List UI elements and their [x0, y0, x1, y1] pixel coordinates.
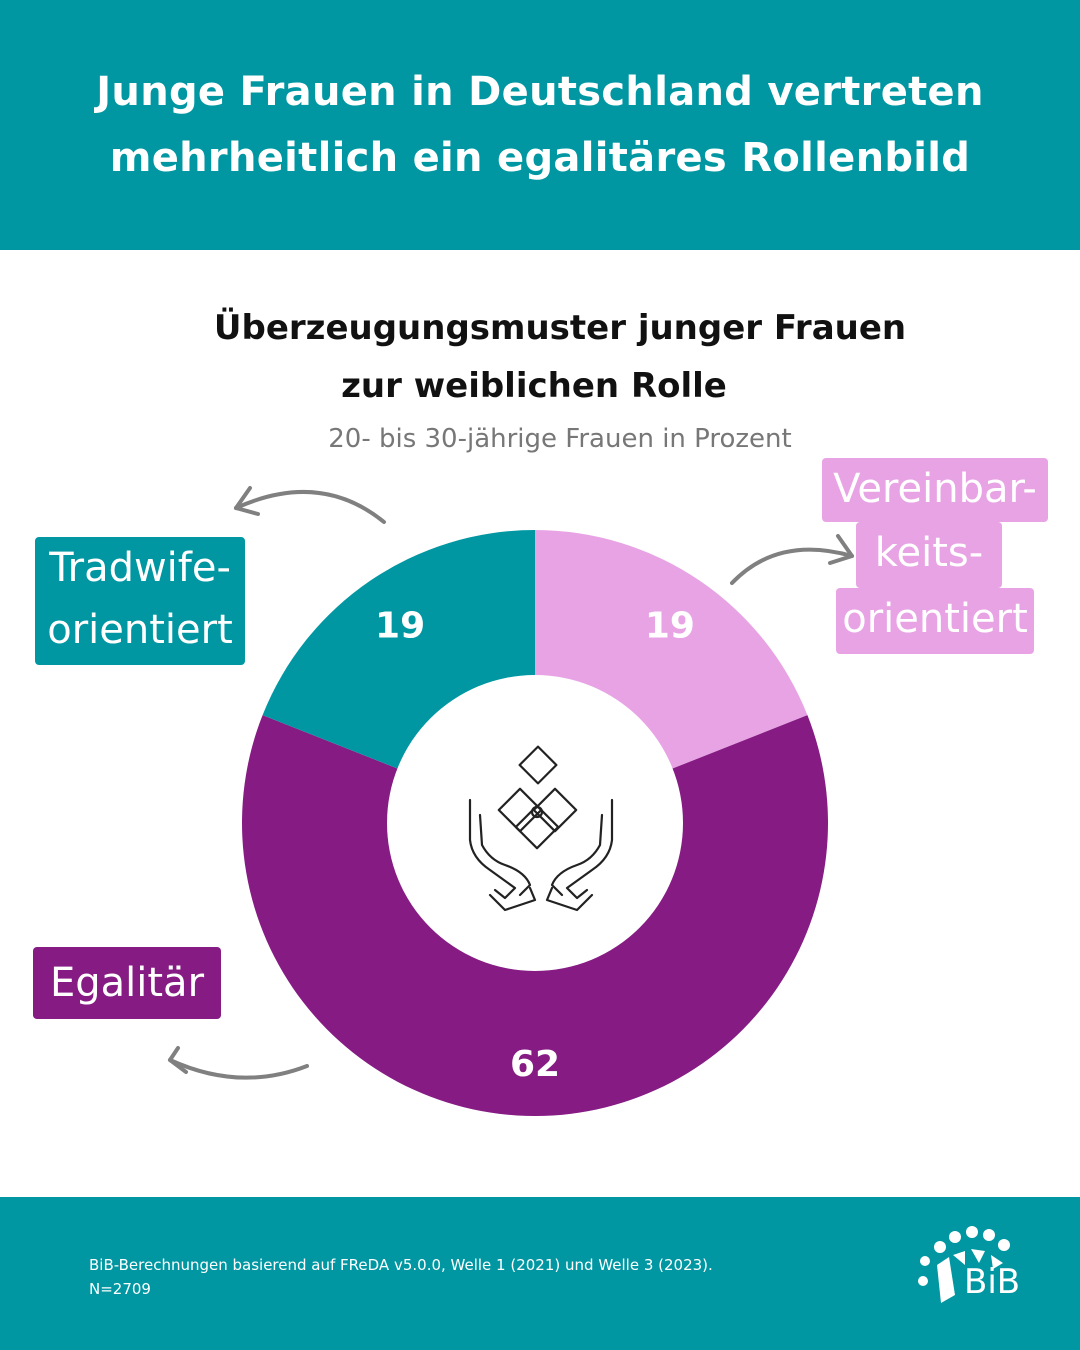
donut-hole	[387, 675, 683, 971]
donut-chart: 19 62 19	[168, 486, 854, 1116]
footer-banner: BiB-Berechnungen basierend auf FReDA v5.…	[0, 1197, 1080, 1350]
source-line-2: N=2709	[89, 1280, 151, 1298]
bib-logo-text: BiB	[964, 1262, 1021, 1302]
label-vereinbar-line-2: keits-	[856, 522, 1002, 588]
label-egalitaer: Egalitär	[33, 947, 221, 1019]
arrow-vereinbar-icon	[730, 547, 854, 585]
arrowhead-tradwife-icon	[234, 486, 260, 516]
value-label-egalitaer: 62	[510, 1044, 560, 1085]
label-tradwife-line-2: orientiert	[47, 607, 233, 653]
source-note: BiB-Berechnungen basierend auf FReDA v5.…	[89, 1253, 713, 1301]
chart-title-line-2: zur weiblichen Rolle	[341, 366, 727, 406]
headline-line-2: mehrheitlich ein egalitäres Rollenbild	[109, 135, 971, 181]
label-tradwife: Tradwife- orientiert	[35, 537, 245, 665]
hands-holding-puzzle-icon	[468, 745, 614, 912]
arrowhead-vereinbar-icon	[828, 534, 854, 565]
bib-logo-icon	[918, 1226, 1010, 1303]
value-label-vereinbar: 19	[645, 606, 695, 647]
label-tradwife-line-1: Tradwife-	[49, 545, 231, 591]
chart-title-line-1: Überzeugungsmuster junger Frauen	[213, 308, 907, 348]
chart-subtitle: 20- bis 30-jährige Frauen in Prozent	[328, 424, 792, 454]
arrowhead-egalitaer-icon	[168, 1046, 188, 1074]
header-banner: Junge Frauen in Deutschland vertreten me…	[0, 0, 1080, 250]
arrow-egalitaer-icon	[168, 1058, 309, 1080]
arrow-tradwife-icon	[234, 490, 386, 524]
source-line-1: BiB-Berechnungen basierend auf FReDA v5.…	[89, 1256, 713, 1274]
value-label-tradwife: 19	[375, 606, 425, 647]
label-vereinbar-line-1: Vereinbar-	[822, 458, 1048, 522]
headline-line-1: Junge Frauen in Deutschland vertreten	[96, 69, 984, 115]
label-vereinbar-line-3: orientiert	[836, 588, 1034, 654]
